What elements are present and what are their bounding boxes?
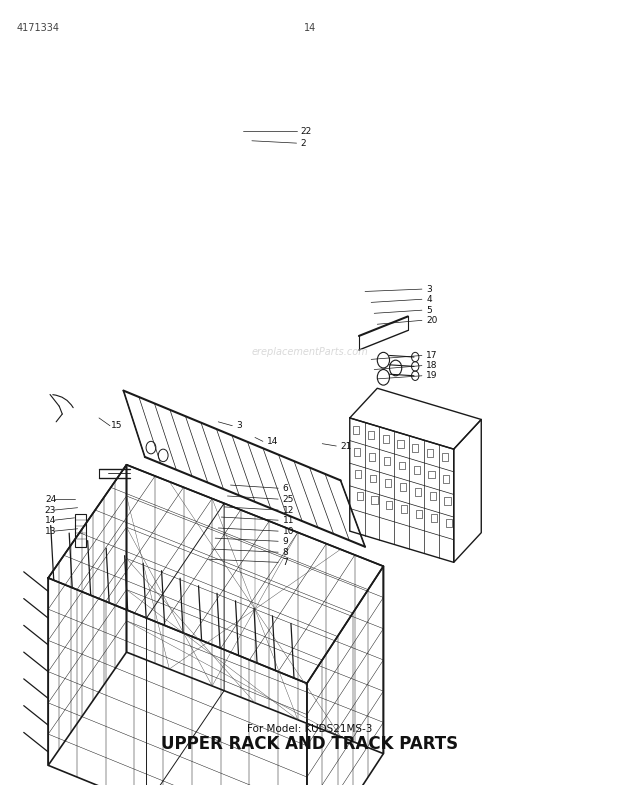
- Bar: [412, 444, 418, 452]
- Text: 25: 25: [283, 495, 294, 503]
- Text: 3: 3: [426, 285, 432, 294]
- Bar: [401, 506, 407, 513]
- Text: 7: 7: [283, 558, 288, 567]
- Text: 10: 10: [283, 526, 294, 536]
- Text: 5: 5: [426, 305, 432, 315]
- Text: ereplacementParts.com: ereplacementParts.com: [252, 346, 368, 357]
- Text: 14: 14: [267, 437, 278, 446]
- Bar: [356, 492, 363, 499]
- Text: 2: 2: [301, 139, 306, 148]
- Bar: [368, 431, 374, 439]
- Text: 12: 12: [283, 506, 294, 514]
- Bar: [353, 426, 359, 434]
- Text: 23: 23: [45, 506, 56, 514]
- Bar: [399, 462, 405, 469]
- Text: 8: 8: [283, 548, 288, 557]
- Bar: [371, 496, 378, 504]
- Bar: [414, 466, 420, 474]
- Text: 21: 21: [340, 442, 352, 451]
- Text: 17: 17: [426, 351, 438, 360]
- Text: 3: 3: [237, 421, 242, 430]
- Text: 14: 14: [304, 24, 316, 33]
- Text: For Model: KUDS21MS-3: For Model: KUDS21MS-3: [247, 724, 373, 734]
- Text: 18: 18: [426, 361, 438, 370]
- Bar: [445, 497, 451, 505]
- Bar: [385, 479, 391, 487]
- Bar: [397, 439, 404, 447]
- Bar: [416, 510, 422, 518]
- Bar: [386, 501, 392, 509]
- Text: 6: 6: [283, 484, 288, 492]
- Bar: [355, 470, 361, 478]
- Bar: [442, 453, 448, 461]
- Text: 22: 22: [301, 127, 312, 136]
- Text: 4: 4: [426, 295, 432, 304]
- Bar: [415, 488, 421, 495]
- Text: 9: 9: [283, 537, 288, 546]
- Text: 15: 15: [111, 421, 123, 430]
- Bar: [443, 475, 449, 483]
- Bar: [384, 457, 390, 465]
- Bar: [431, 514, 437, 522]
- Bar: [427, 449, 433, 457]
- Bar: [354, 448, 360, 456]
- Bar: [400, 484, 406, 492]
- Text: 20: 20: [426, 316, 438, 325]
- Text: 11: 11: [283, 516, 294, 525]
- Bar: [428, 470, 435, 478]
- Text: 14: 14: [45, 516, 56, 525]
- Text: UPPER RACK AND TRACK PARTS: UPPER RACK AND TRACK PARTS: [161, 735, 459, 753]
- Text: 24: 24: [45, 495, 56, 503]
- Bar: [370, 474, 376, 482]
- Bar: [430, 492, 436, 500]
- Bar: [369, 453, 375, 461]
- Text: 19: 19: [426, 372, 438, 380]
- Bar: [383, 436, 389, 443]
- Text: 13: 13: [45, 526, 56, 536]
- Bar: [446, 518, 452, 526]
- Text: 4171334: 4171334: [16, 24, 60, 33]
